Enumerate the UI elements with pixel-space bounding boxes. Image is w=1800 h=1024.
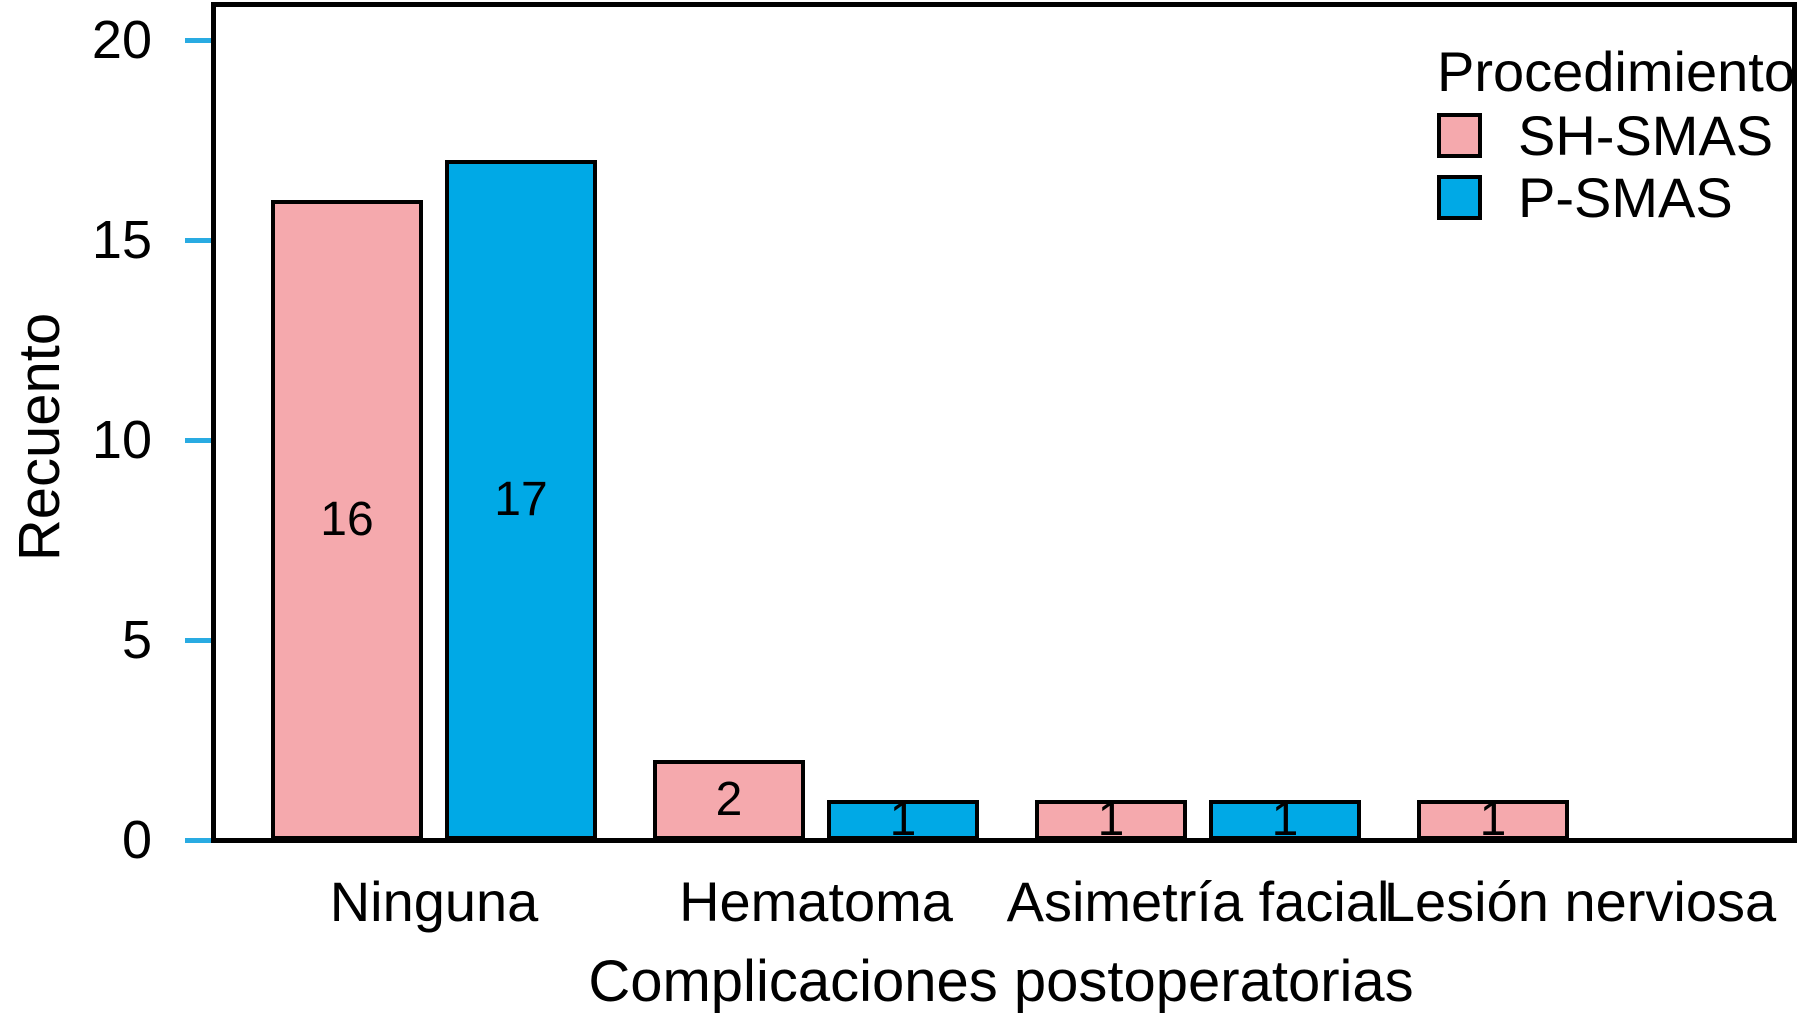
legend-swatch-p-smas <box>1437 175 1482 220</box>
bar-value-label-hematoma-sh-smas: 2 <box>715 773 743 826</box>
bar-value-label-ninguna-p-smas: 17 <box>494 473 548 526</box>
bar-value-label-asimetria-facial-sh-smas: 1 <box>1097 793 1125 846</box>
y-tick-mark-20 <box>185 38 211 43</box>
y-tick-label-10: 10 <box>91 410 152 470</box>
legend-label-p-smas: P-SMAS <box>1518 166 1733 229</box>
bar-value-label-lesion-nerviosa-sh-smas: 1 <box>1479 793 1507 846</box>
y-tick-mark-15 <box>185 238 211 243</box>
bar-value-label-ninguna-sh-smas: 16 <box>320 493 374 546</box>
legend-swatch-sh-smas <box>1437 113 1482 158</box>
legend-label-sh-smas: SH-SMAS <box>1518 104 1774 167</box>
y-tick-mark-10 <box>185 438 211 443</box>
bar-lesion-nerviosa-sh-smas <box>1417 800 1569 840</box>
legend-title: Procedimiento <box>1437 40 1795 103</box>
x-category-label-hematoma: Hematoma <box>679 870 953 933</box>
x-category-label-lesion-nerviosa: Lesión nerviosa <box>1383 870 1777 933</box>
bar-value-label-hematoma-p-smas: 1 <box>889 793 917 846</box>
x-category-label-ninguna: Ninguna <box>329 870 539 933</box>
y-tick-label-0: 0 <box>121 810 152 870</box>
x-axis-title: Complicaciones postoperatorias <box>588 949 1414 1014</box>
y-tick-mark-5 <box>185 638 211 643</box>
y-tick-label-20: 20 <box>91 10 152 70</box>
x-category-label-asimetria-facial: Asimetría facial <box>1006 870 1390 933</box>
bar-ninguna-p-smas <box>445 160 597 840</box>
y-tick-label-15: 15 <box>91 210 152 270</box>
y-tick-label-5: 5 <box>121 610 152 670</box>
y-tick-mark-0 <box>185 838 211 843</box>
bar-value-label-asimetria-facial-p-smas: 1 <box>1271 793 1299 846</box>
